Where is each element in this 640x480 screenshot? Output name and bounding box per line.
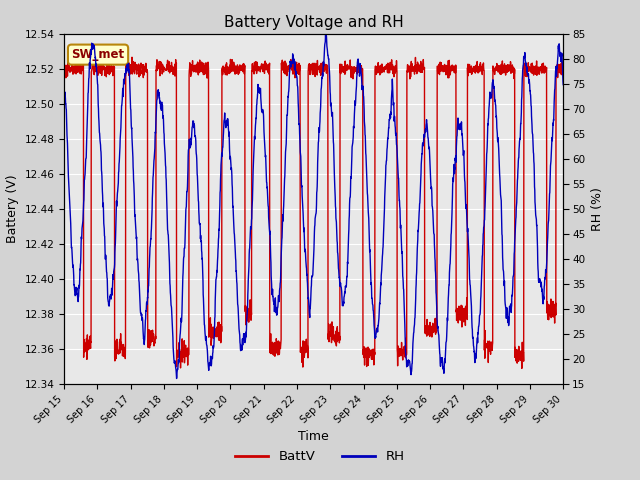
- BattV: [76, 54, 83, 60]
- RH: [516, 139, 524, 144]
- RH: [322, 33, 330, 38]
- BattV: [328, 333, 335, 339]
- Text: SW_met: SW_met: [72, 48, 125, 61]
- RH: [328, 113, 336, 119]
- Y-axis label: Battery (V): Battery (V): [6, 175, 19, 243]
- RH: [529, 149, 537, 155]
- BattV: [339, 64, 346, 70]
- RH: [559, 82, 567, 87]
- RH: [60, 95, 68, 101]
- Legend: BattV, RH: BattV, RH: [230, 445, 410, 468]
- BattV: [559, 65, 567, 71]
- BattV: [529, 67, 537, 72]
- Line: BattV: BattV: [64, 57, 563, 369]
- RH: [173, 376, 180, 382]
- Title: Battery Voltage and RH: Battery Voltage and RH: [224, 15, 403, 30]
- Line: RH: RH: [64, 36, 563, 379]
- BattV: [200, 72, 207, 77]
- RH: [339, 301, 347, 307]
- RH: [459, 140, 467, 146]
- BattV: [515, 349, 523, 355]
- BattV: [518, 366, 525, 372]
- RH: [200, 295, 207, 301]
- Y-axis label: RH (%): RH (%): [591, 187, 604, 231]
- X-axis label: Time: Time: [298, 431, 329, 444]
- BattV: [60, 70, 68, 75]
- BattV: [458, 312, 466, 318]
